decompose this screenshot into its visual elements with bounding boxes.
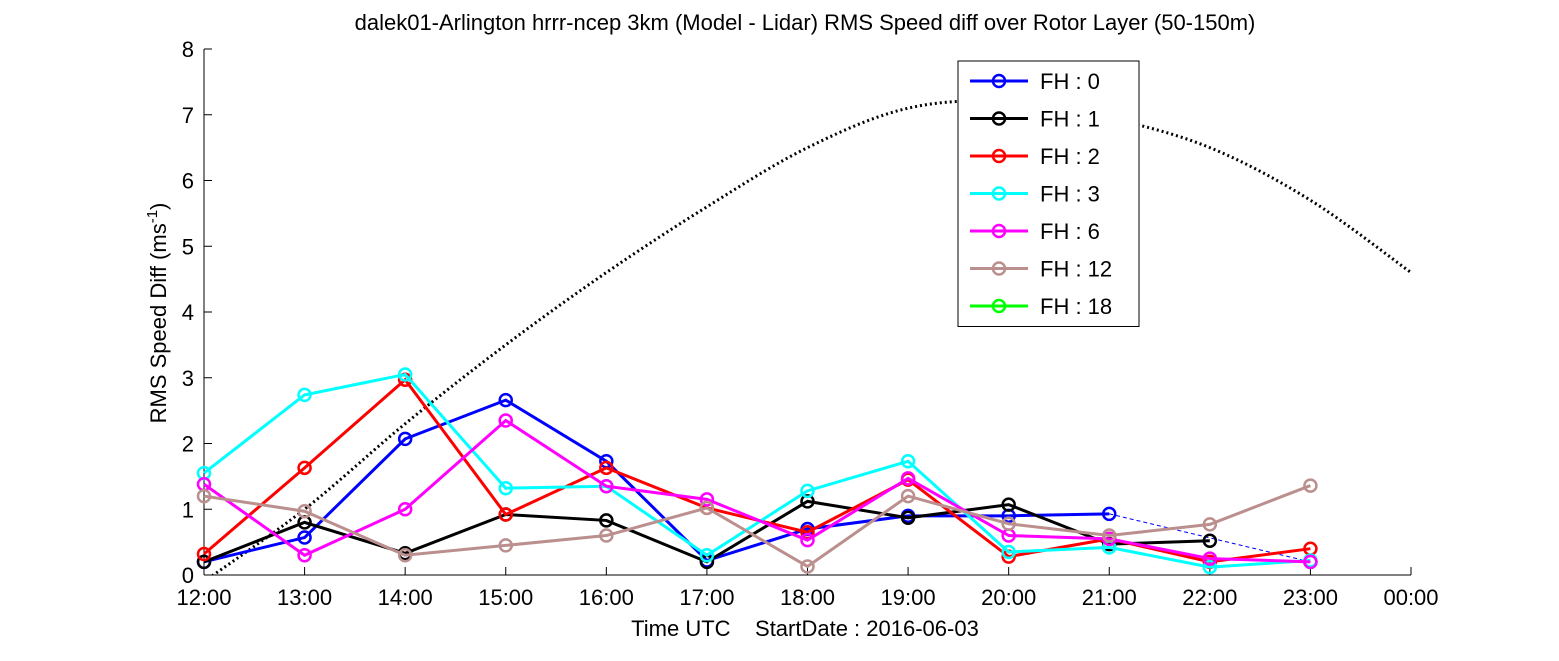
legend-swatch-marker [991,186,1007,201]
data-point [297,503,312,519]
plot-area: 0 1 2 3 4 5 6 7 8 12:00 13:00 14:00 15:00 16:00 17:00 1… [176,37,1438,610]
legend-label: FH : 18 [1040,294,1112,319]
data-point [699,500,715,516]
data-point [1202,551,1218,566]
dotted-reference-curve [210,99,1411,575]
series-line [203,377,1311,564]
x-tick-label: 21:00 [1082,585,1137,610]
data-point [1102,528,1117,543]
series-line [203,372,1311,569]
data-point [1202,533,1218,549]
data-point [800,559,815,574]
data-point [498,413,513,428]
data-point [900,471,916,486]
data-point [800,494,815,509]
legend-label: FH : 12 [1040,257,1112,282]
data-point [599,528,614,543]
legend-swatch-marker [991,261,1007,276]
y-tick-label: 8 [182,37,194,62]
data-point [1102,506,1117,522]
series-line [203,484,1311,569]
data-point [800,525,815,540]
data-point [297,548,312,563]
series-3 [196,367,1318,575]
data-point [196,546,212,562]
data-point [498,480,513,496]
data-point [1202,559,1218,575]
data-point [297,530,312,545]
y-tick-label: 1 [182,497,194,522]
x-tick-label: 19:00 [881,585,936,610]
data-point [1303,478,1318,493]
data-point [196,554,212,570]
x-tick-label: 22:00 [1182,585,1237,610]
x-tick-label: 17:00 [679,585,734,610]
data-point [397,367,413,382]
series-line [203,418,1311,564]
y-axis-label-end: ) [146,203,171,210]
x-tick-label: 00:00 [1383,585,1438,610]
y-tick-label: 3 [182,366,194,391]
x-tick-label: 20:00 [981,585,1036,610]
legend-swatch-marker [991,148,1007,164]
data-point [800,483,815,499]
data-point [699,548,715,563]
y-axis-label: RMS Speed Diff (ms-1) [144,203,171,424]
data-point [397,502,413,517]
data-point [800,532,815,548]
data-point [599,513,614,528]
data-point [1001,544,1016,560]
x-tick-label: 12:00 [176,585,231,610]
legend-swatch-marker [991,298,1007,314]
legend-label: FH : 3 [1040,182,1100,207]
data-point [297,460,312,476]
data-point [297,387,312,403]
y-tick-label: 2 [182,432,194,457]
data-point [498,392,513,408]
x-axis-label: Time UTC StartDate : 2016-06-03 [631,616,979,641]
legend-swatch-marker [991,73,1007,89]
x-tick-label: 16:00 [579,585,634,610]
legend: FH : 0 FH : 1 FH : 2 FH : 3 FH : 6 FH : 12 FH … [957,60,1140,327]
data-point [196,488,212,504]
legend-swatch-marker [991,223,1007,239]
data-point [900,488,916,504]
x-tick-label: 15:00 [478,585,533,610]
data-point [498,538,513,553]
legend-label: FH : 2 [1040,144,1100,169]
data-point [699,492,715,507]
data-point [1001,497,1016,512]
y-tick-label: 6 [182,169,194,194]
data-point [900,454,916,469]
legend-swatch-marker [991,111,1007,126]
data-point [1001,516,1016,531]
x-tick-label: 23:00 [1283,585,1338,610]
data-point [397,548,413,563]
x-tick-label: 13:00 [277,585,332,610]
data-point [397,431,413,447]
series-line [203,398,1110,564]
chart-title: dalek01-Arlington hrrr-ncep 3km (Model -… [355,10,1256,35]
data-point [498,507,513,522]
data-point [1303,554,1318,570]
y-tick-label: 4 [182,300,194,325]
data-point [900,510,916,526]
legend-label: FH : 0 [1040,69,1100,94]
legend-label: FH : 1 [1040,107,1100,132]
x-tick-label: 14:00 [378,585,433,610]
series-5 [196,478,1318,574]
data-point [599,478,614,494]
y-axis-label-main: RMS Speed Diff (ms [146,223,171,423]
y-axis-label-sup: -1 [144,210,161,223]
y-tick-label: 0 [182,563,194,588]
x-tick-label: 18:00 [780,585,835,610]
legend-label: FH : 6 [1040,219,1100,244]
data-point [599,460,614,476]
y-tick-label: 5 [182,234,194,259]
y-tick-label: 7 [182,103,194,128]
data-point [1202,517,1218,532]
